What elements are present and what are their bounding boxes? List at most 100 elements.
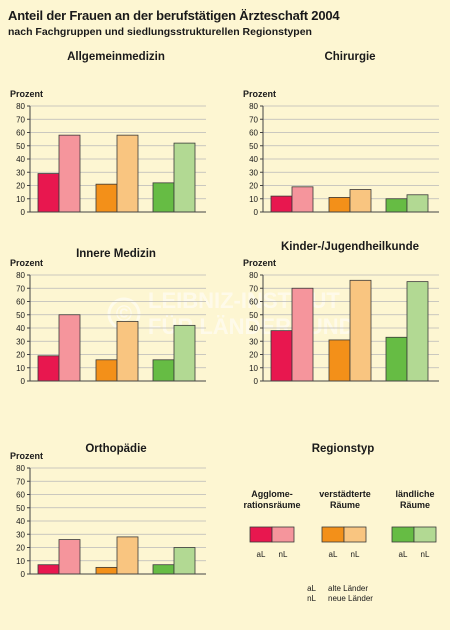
bar-nL-3 [173,547,196,575]
chart-title: Allgemeinmedizin [67,51,165,63]
bar-aL-2 [95,183,118,213]
legend-swatch-aL [391,526,415,543]
y-tick-label: 70 [16,477,25,486]
bar-nL-1 [58,314,81,382]
legend-swatch-nL [413,526,437,543]
bar-nL-2 [116,320,139,382]
legend-group-label: Agglome- [251,489,293,499]
y-axis-label: Prozent [10,258,43,268]
y-tick-label: 50 [249,311,258,320]
y-tick-label: 80 [16,464,25,473]
y-tick-label: 70 [16,284,25,293]
y-tick-label: 20 [16,351,25,360]
chart-2: Chirurgie Prozent 0 10 20 30 40 50 60 70 80 [243,51,439,217]
legend-note-abbr: aL [307,584,316,593]
bar-aL-3 [152,359,175,382]
y-tick-label: 80 [249,271,258,280]
y-tick-label: 0 [21,377,26,386]
bar-aL-1 [37,564,60,575]
bar-aL-2 [95,566,118,575]
chart-title: Chirurgie [324,51,375,63]
bar-aL-3 [385,336,408,382]
y-axis-label: Prozent [243,89,276,99]
legend-swatch-label: nL [421,550,430,559]
legend-swatch-label: aL [329,550,338,559]
y-tick-label: 20 [249,182,258,191]
legend-group-label: ländliche [395,489,434,499]
page-subtitle: nach Fachgruppen und siedlungsstrukturel… [8,26,312,38]
chart-title: Kinder-/Jugendheilkunde [281,241,419,253]
bar-aL-2 [328,339,351,382]
legend-swatch-nL [343,526,367,543]
y-tick-label: 50 [16,142,25,151]
bar-nL-3 [173,142,196,213]
bar-nL-2 [349,279,372,382]
y-tick-label: 60 [249,129,258,138]
bar-aL-1 [270,195,293,213]
bar-aL-3 [152,182,175,213]
legend-note-text: alte Länder [328,584,368,593]
bar-nL-1 [58,539,81,575]
chart-title: Innere Medizin [76,248,156,260]
y-tick-label: 30 [249,337,258,346]
y-axis-label: Prozent [10,89,43,99]
y-tick-label: 80 [249,102,258,111]
bar-aL-2 [328,197,351,213]
bar-nL-1 [291,287,314,382]
chart-4: Kinder-/Jugendheilkunde Prozent 0 10 20 30 40 5… [243,241,439,386]
bar-nL-3 [173,324,196,382]
legend-note-text: neue Länder [328,594,373,603]
y-tick-label: 40 [249,324,258,333]
y-tick-label: 80 [16,102,25,111]
y-tick-label: 60 [249,298,258,307]
chart-3: Innere Medizin Prozent 0 10 20 30 40 50 60 70 80 [10,248,206,386]
y-tick-label: 50 [16,504,25,513]
legend-swatch-label: aL [257,550,266,559]
y-tick-label: 30 [249,168,258,177]
legend-title: Regionstyp [312,443,375,455]
bar-aL-1 [37,173,60,213]
legend-swatch-label: nL [351,550,360,559]
bar-aL-1 [270,330,293,382]
y-axis-label: Prozent [10,451,43,461]
legend-swatch-aL [321,526,345,543]
bar-nL-1 [58,134,81,213]
y-tick-label: 10 [249,364,258,373]
watermark-copyright-glyph: © [116,301,132,326]
y-tick-label: 30 [16,530,25,539]
y-tick-label: 50 [249,142,258,151]
y-tick-label: 30 [16,168,25,177]
legend-group-label: verstädterte [319,489,371,499]
chart-5: Orthopädie Prozent 0 10 20 30 40 50 60 70 80 [10,443,206,579]
bar-nL-2 [116,536,139,575]
y-tick-label: 20 [16,544,25,553]
legend-swatch-aL [249,526,273,543]
y-tick-label: 40 [16,517,25,526]
y-tick-label: 30 [16,337,25,346]
page-title: Anteil der Frauen an der berufstätigen Ä… [8,8,340,23]
legend-group-label: Räume [330,500,360,510]
legend-group-label: rationsräume [243,500,300,510]
chart-1: Allgemeinmedizin Prozent 0 10 20 30 40 50 60 70 80 [10,51,206,217]
bar-aL-1 [37,355,60,382]
chart-title: Orthopädie [85,443,146,455]
y-tick-label: 10 [16,364,25,373]
bar-nL-2 [349,189,372,213]
legend-swatch-nL [271,526,295,543]
bar-aL-2 [95,359,118,382]
legend-note-abbr: nL [307,594,316,603]
y-tick-label: 70 [16,115,25,124]
y-tick-label: 20 [249,351,258,360]
legend-swatch-label: aL [399,550,408,559]
y-tick-label: 0 [21,570,26,579]
y-tick-label: 10 [249,195,258,204]
y-tick-label: 40 [249,155,258,164]
legend-swatch-label: nL [279,550,288,559]
y-tick-label: 0 [254,377,259,386]
y-tick-label: 10 [16,557,25,566]
y-tick-label: 10 [16,195,25,204]
y-tick-label: 70 [249,284,258,293]
y-tick-label: 60 [16,298,25,307]
